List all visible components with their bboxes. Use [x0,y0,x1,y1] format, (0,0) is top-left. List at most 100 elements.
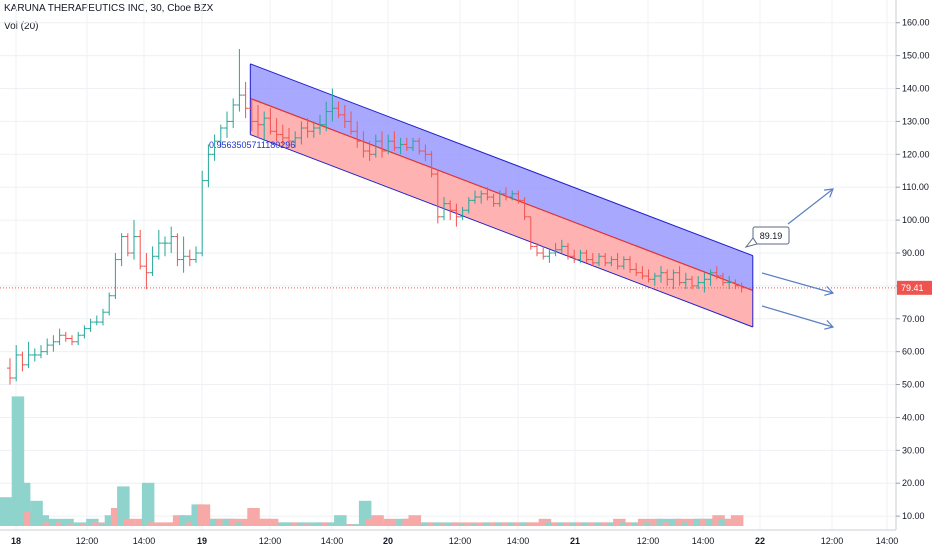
ohlc-bar [540,246,547,260]
ohlc-bar [273,118,280,142]
ohlc-bar [509,190,516,201]
ohlc-bar [422,144,429,161]
ohlc-bar [19,351,26,372]
ohlc-bar [224,111,230,138]
volume-bar [61,518,74,526]
ohlc-bar [279,124,286,145]
ohlc-bar [428,151,435,178]
time-axis: 18 12:00 14:00 19 12:00 14:00 20 12:00 14:00 21 12… [0,529,932,550]
ohlc-bar [50,335,57,352]
ohlc-bar [242,81,249,119]
ohlc-bar [341,104,348,128]
ohlc-bar [571,249,578,263]
ohlc-bar [608,256,615,267]
ohlc-bar [38,345,44,359]
volume-bar [117,486,130,526]
ohlc-bar [131,220,137,260]
ohlc-bar [310,121,317,138]
ohlc-bar [106,292,113,316]
ohlc-bar [112,252,119,300]
price-tick-label: 20.00 [902,478,925,488]
price-tick-label: 160.00 [902,18,930,28]
ohlc-bar [664,269,671,286]
ohlc-bar [143,252,150,290]
symbol-title: KARUNA THERAPEUTICS INC, 30, Cboe BZX [4,3,214,14]
price-tick-label: 100.00 [902,215,930,225]
ohlc-bar [354,121,361,148]
ohlc-bar [13,345,20,382]
price-tick-label: 40.00 [902,412,925,422]
ohlc-bar [56,328,63,346]
ohlc-bar [645,269,652,283]
ohlc-bar [174,233,181,267]
ohlc-bar [44,338,51,355]
price-tick-label: 110.00 [902,182,929,192]
ohlc-bar [614,252,621,270]
ohlc-bar [366,141,373,161]
ohlc-bar [230,98,237,128]
chart-annotations: 0.9563505711180296 89.19 [0,140,896,330]
ohlc-bar [478,190,485,204]
ohlc-bar [304,118,311,138]
ohlc-bar [602,252,609,267]
volume-bar [730,515,744,526]
ohlc-bar [69,335,75,346]
ohlc-bar [267,108,274,135]
ohlc-bar [317,114,323,135]
volume-bar [408,515,421,526]
ohlc-bar [236,49,243,112]
ohlc-bar [329,88,336,122]
ohlc-bar [205,144,212,188]
price-tick-label: 50.00 [902,380,925,390]
channel-upper-line [250,63,753,257]
ohlc-bar [639,266,646,280]
ohlc-bar [676,266,683,286]
time-tick-label: 14:00 [507,536,530,546]
ohlc-bar [658,266,664,283]
channel-median-line [250,97,754,292]
ohlc-bar [713,266,720,280]
ohlc-bar [248,98,255,132]
time-tick-label: 21 [570,536,580,546]
projection-arrow-flat [761,272,835,296]
ohlc-bar [484,187,491,201]
time-tick-label: 14:00 [692,536,715,546]
ohlc-bar [379,131,385,158]
time-tick-label: 14:00 [876,536,899,546]
time-tick-label: 14:00 [321,536,344,546]
ohlc-bar [31,348,38,362]
volume-bar [179,515,192,526]
volume-indicator-label: Vol (20) [4,21,39,32]
ohlc-bar [527,216,534,250]
ohlc-bar [434,170,441,224]
ohlc-bar [168,226,175,253]
volume-bar [0,497,12,526]
price-tick-label: 90.00 [902,248,925,258]
ohlc-bar [490,193,497,207]
ohlc-bar [298,121,305,145]
ohlc-bar [552,243,559,257]
volume-bars [0,396,744,526]
ohlc-bar [255,104,261,138]
ohlc-bar [162,236,168,257]
ohlc-bar [62,331,69,342]
time-tick-label: 22 [755,536,765,546]
ohlc-bar [93,315,100,326]
time-tick-label: 20 [383,536,393,546]
ohlc-bar [261,111,268,142]
chart-grid [0,0,896,530]
price-tick-label: 70.00 [902,314,925,324]
price-tick-label: 10.00 [902,511,925,521]
last-price-tag: 79.41 [897,280,932,295]
ohlc-bar [81,325,88,339]
ohlc-bar [633,262,640,277]
ohlc-bar [25,341,32,369]
volume-bar [141,482,155,526]
ohlc-bar [453,203,460,227]
ohlc-bars [7,49,745,385]
price-tick-label: 150.00 [902,51,930,61]
ohlc-bar [100,308,106,326]
channel-ratio-label: 0.9563505711180296 [209,140,295,150]
ohlc-bar [7,358,13,385]
